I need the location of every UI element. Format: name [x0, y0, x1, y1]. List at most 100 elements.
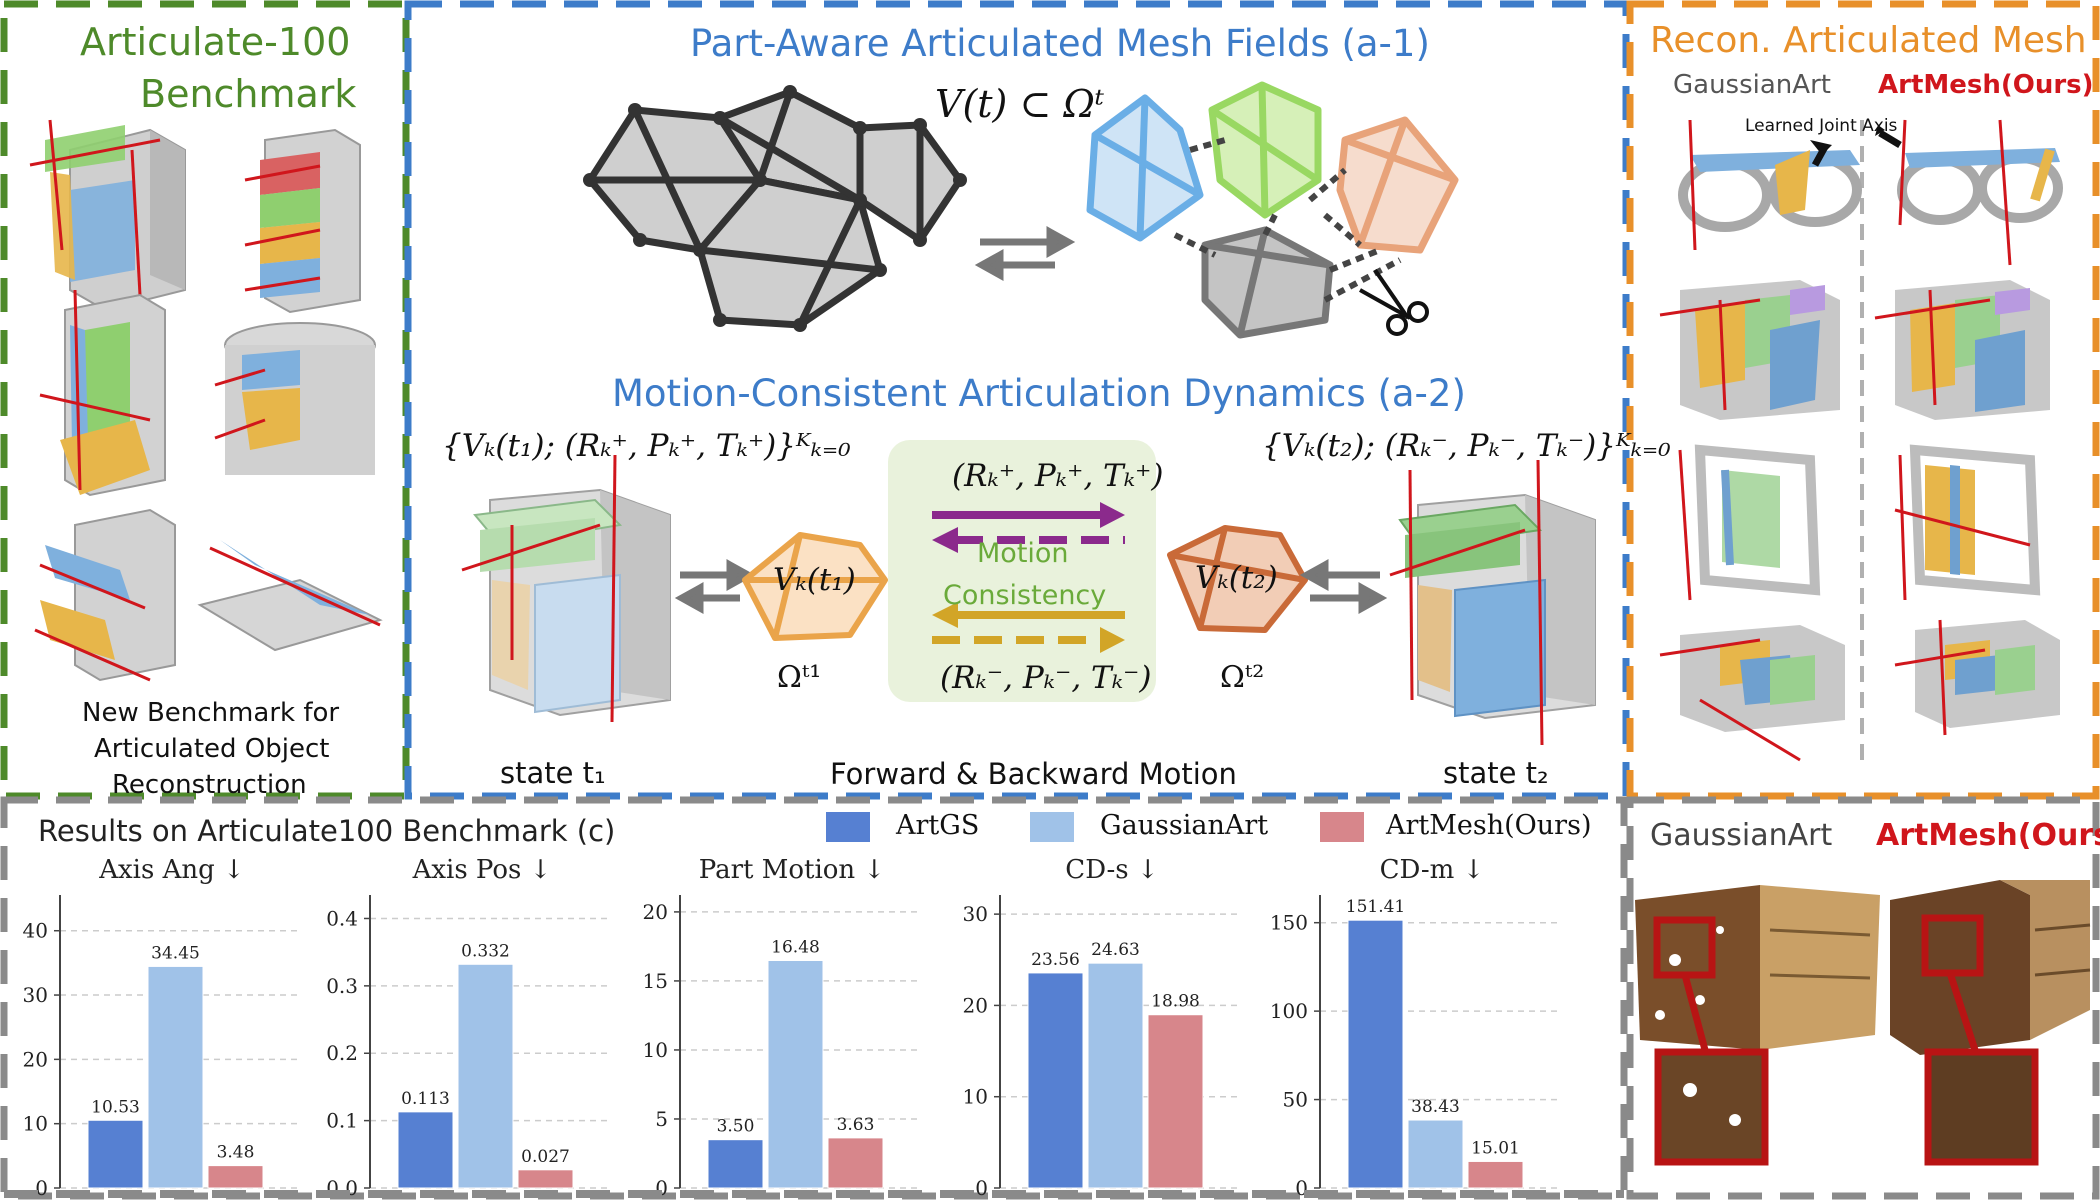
y-tick-label: 10: [643, 1038, 668, 1062]
bar: [767, 959, 824, 1189]
bar-value-label: 16.48: [771, 937, 820, 957]
recon-shelf-right: [1894, 619, 2060, 736]
texture-right: [1890, 880, 2091, 1166]
y-tick-label: 100: [1270, 999, 1308, 1023]
recon-cabinet-left: [1659, 280, 1840, 420]
bar-value-label: 0.332: [461, 941, 510, 961]
legend-swatch-artgs: [826, 812, 870, 842]
benchmark-object-nightstand: [214, 322, 376, 475]
chart-title: CD-s ↓: [1065, 855, 1158, 885]
bar: [1087, 962, 1144, 1189]
bar-value-label: 3.48: [217, 1143, 255, 1163]
bar-value-label: 34.45: [151, 943, 200, 963]
benchmark-object-drawers: [244, 128, 361, 314]
texture-col-left: GaussianArt: [1650, 818, 1833, 853]
bar-value-label: 10.53: [91, 1097, 140, 1117]
bar-value-label: 3.63: [837, 1115, 875, 1135]
y-tick-label: 0: [35, 1176, 48, 1200]
legend: ArtGS GaussianArt ArtMesh(Ours): [826, 810, 1626, 846]
recon-frame-left: [1678, 444, 1821, 601]
bar: [517, 1169, 574, 1189]
bar-value-label: 38.43: [1411, 1097, 1460, 1117]
bar: [1347, 919, 1404, 1189]
exchange-arrows-a1: [974, 226, 1076, 281]
benchmark-title-line2: Benchmark: [140, 72, 357, 116]
consistency-line2: Consistency: [943, 580, 1107, 611]
legend-label-artgs: ArtGS: [896, 810, 980, 841]
exchange-arrows-t2: [1299, 559, 1388, 614]
recon-title: Recon. Articulated Mesh: [1650, 20, 2087, 61]
benchmark-caption-line2: Articulated Object: [94, 734, 330, 764]
chart-title: Axis Pos ↓: [412, 855, 552, 885]
recon-cabinet-right: [1874, 280, 2050, 420]
omega-t2-label: Ωᵗ²: [1220, 660, 1265, 695]
minus-params: (Rₖ⁻, Pₖ⁻, Tₖ⁻): [940, 660, 1152, 696]
omega-t1-label: Ωᵗ¹: [777, 660, 822, 695]
bar-value-label: 23.56: [1031, 950, 1080, 970]
benchmark-title-line1: Articulate-100: [80, 20, 351, 64]
y-tick-label: 10: [23, 1112, 48, 1136]
bar: [1407, 1119, 1464, 1189]
legend-swatch-gaussianart: [1030, 812, 1074, 842]
bar: [1467, 1160, 1524, 1189]
bar: [87, 1119, 144, 1189]
y-tick-label: 20: [963, 993, 988, 1017]
motion-arrows: [932, 502, 1125, 653]
state-t1-label: state t₁: [500, 756, 606, 790]
texture-left: [1635, 885, 1880, 1166]
y-tick-label: 5: [655, 1107, 668, 1131]
state-t2-cabinet: [1389, 459, 1596, 746]
y-tick-label: 0.2: [326, 1041, 358, 1065]
joint-axis-label: Learned Joint Axis: [1745, 116, 1898, 136]
benchmark-object-cabinet-2: [34, 508, 176, 682]
part-green: [1208, 81, 1322, 219]
bar: [457, 963, 514, 1189]
legend-label-artmesh: ArtMesh(Ours): [1386, 810, 1592, 841]
consistency-line1: Motion: [977, 538, 1069, 569]
bar-value-label: 3.50: [717, 1117, 755, 1137]
y-tick-label: 20: [23, 1047, 48, 1071]
y-tick-label: 15: [643, 969, 668, 993]
legend-swatch-artmesh: [1320, 812, 1364, 842]
formula-right: {Vₖ(t₂); (Rₖ⁻, Pₖ⁻, Tₖ⁻)}ᴷₖ₌₀: [1262, 428, 1671, 464]
benchmark-object-laptop: [197, 540, 383, 652]
part-blue: [1086, 94, 1204, 242]
mesh-fields-formula: V(t) ⊂ Ωᵗ: [935, 82, 1105, 126]
y-tick-label: 10: [963, 1085, 988, 1109]
benchmark-object-wardrobe: [39, 289, 166, 497]
recon-shelf-left: [1659, 625, 1845, 762]
bar: [1147, 1014, 1204, 1189]
benchmark-caption-line3: Reconstruction: [112, 770, 307, 800]
formula-left: {Vₖ(t₁); (Rₖ⁺, Pₖ⁺, Tₖ⁺)}ᴷₖ₌₀: [442, 428, 851, 464]
benchmark-caption-line1: New Benchmark for: [82, 698, 340, 728]
bar: [827, 1137, 884, 1189]
bar-value-label: 0.113: [401, 1089, 450, 1109]
mesh-fields-title: Part-Aware Articulated Mesh Fields (a-1): [690, 22, 1430, 65]
y-tick-label: 50: [1283, 1088, 1308, 1112]
bar-value-label: 18.98: [1151, 992, 1200, 1012]
part-orange: [1336, 116, 1459, 254]
bar-value-label: 151.41: [1346, 897, 1405, 917]
part-cut-lines: [1173, 137, 1402, 303]
y-tick-label: 0.1: [326, 1109, 358, 1133]
y-tick-label: 30: [963, 902, 988, 926]
chart-title: Part Motion ↓: [699, 855, 885, 885]
part-mesh-t2: [1167, 525, 1308, 633]
y-tick-label: 0.3: [326, 974, 358, 998]
bar: [1027, 972, 1084, 1189]
benchmark-object-cabinet-1: [29, 119, 186, 312]
bar: [147, 965, 204, 1189]
bar-value-label: 0.027: [521, 1147, 570, 1167]
forward-backward-label: Forward & Backward Motion: [830, 757, 1237, 791]
vk-t2-label: Vₖ(t₂): [1195, 560, 1278, 596]
results-title: Results on Articulate100 Benchmark (c): [38, 814, 616, 848]
bar-value-label: 24.63: [1091, 940, 1140, 960]
dynamics-title: Motion-Consistent Articulation Dynamics …: [612, 372, 1466, 415]
state-t2-label: state t₂: [1443, 756, 1549, 790]
chart-title: CD-m ↓: [1380, 855, 1485, 885]
